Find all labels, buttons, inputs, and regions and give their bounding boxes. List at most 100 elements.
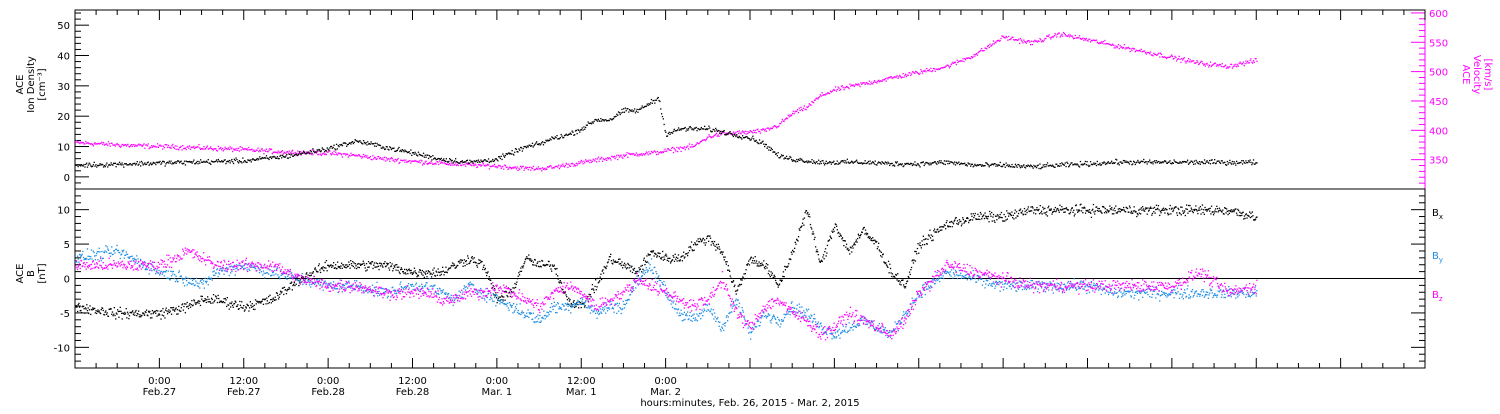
- density-series-point: [1033, 168, 1034, 169]
- density-series-point: [1015, 164, 1016, 165]
- bx-series-point: [1053, 211, 1054, 212]
- bx-series-point: [773, 277, 774, 278]
- bx-series-point: [817, 251, 818, 252]
- bx-series-point: [1115, 205, 1116, 206]
- density-series-point: [198, 161, 199, 162]
- velocity-series-point: [247, 149, 248, 150]
- velocity-series-point: [757, 129, 758, 130]
- bx-series-point: [1044, 212, 1045, 213]
- bx-series-point: [860, 234, 861, 235]
- bx-series-point: [200, 305, 201, 306]
- density-series-point: [311, 153, 312, 154]
- bx-series-point: [528, 254, 529, 255]
- bx-series-point: [979, 216, 980, 217]
- density-series-point: [165, 163, 166, 164]
- velocity-series-point: [1021, 40, 1022, 41]
- bx-series-point: [792, 250, 793, 251]
- bx-series-point: [994, 222, 995, 223]
- velocity-series-point: [696, 144, 697, 145]
- bx-series-point: [427, 273, 428, 274]
- by-series-point: [112, 254, 113, 255]
- bx-series-point: [1004, 214, 1005, 215]
- velocity-series-point: [1067, 36, 1068, 37]
- bx-series-point: [460, 262, 461, 263]
- by-series-point: [145, 269, 146, 270]
- bx-series-point: [594, 292, 595, 293]
- density-series-point: [768, 149, 769, 150]
- density-series-point: [290, 157, 291, 158]
- bx-series-point: [629, 267, 630, 268]
- density-series-point: [972, 164, 973, 165]
- density-series-point: [279, 158, 280, 159]
- velocity-series-point: [1176, 60, 1177, 61]
- bx-series-point: [656, 256, 657, 257]
- density-series-point: [1114, 162, 1115, 163]
- velocity-series-point: [581, 160, 582, 161]
- bx-series-point: [1191, 208, 1192, 209]
- bx-series-point: [450, 267, 451, 268]
- density-series-point: [627, 108, 628, 109]
- density-series-point: [938, 162, 939, 163]
- velocity-series-point: [1161, 54, 1162, 55]
- bx-series-point: [191, 304, 192, 305]
- density-series-point: [321, 150, 322, 151]
- by-series-point: [171, 275, 172, 276]
- bx-series-point: [1195, 205, 1196, 206]
- velocity-series-point: [1101, 41, 1102, 42]
- bx-series-point: [351, 265, 352, 266]
- bx-series-point: [1076, 209, 1077, 210]
- bx-series-point: [1061, 206, 1062, 207]
- bx-series-point: [125, 313, 126, 314]
- bx-series-point: [1040, 212, 1041, 213]
- bx-series-point: [1017, 216, 1018, 217]
- bx-series-point: [424, 277, 425, 278]
- bx-series-point: [807, 212, 808, 213]
- by-series-point: [219, 273, 220, 274]
- velocity-series-point: [463, 164, 464, 165]
- velocity-series-point: [1084, 38, 1085, 39]
- bx-series-point: [727, 270, 728, 271]
- bx-series-point: [667, 260, 668, 261]
- density-series-point: [647, 104, 648, 105]
- velocity-series-point: [1249, 62, 1250, 63]
- bx-series-point: [1065, 211, 1066, 212]
- bx-series-point: [779, 284, 780, 285]
- bx-series-point: [778, 287, 779, 288]
- velocity-series-point: [475, 164, 476, 165]
- bx-series-point: [1045, 212, 1046, 213]
- bx-series-point: [483, 265, 484, 266]
- bx-series-point: [680, 259, 681, 260]
- bx-series-point: [1058, 210, 1059, 211]
- bx-series-point: [951, 221, 952, 222]
- bx-series-point: [584, 306, 585, 307]
- bx-series-point: [892, 273, 893, 274]
- bx-series-point: [925, 238, 926, 239]
- bx-series-point: [961, 225, 962, 226]
- velocity-series-point: [977, 54, 978, 55]
- velocity-series-point: [1239, 62, 1240, 63]
- bx-series-point: [1246, 213, 1247, 214]
- bx-series-point: [527, 258, 528, 259]
- velocity-series-point: [1019, 43, 1020, 44]
- bx-series-point: [758, 265, 759, 266]
- velocity-series-point: [878, 80, 879, 81]
- bx-series-point: [246, 307, 247, 308]
- velocity-series-point: [615, 158, 616, 159]
- velocity-series-point: [532, 168, 533, 169]
- density-series-point: [582, 127, 583, 128]
- velocity-series-point: [277, 152, 278, 153]
- bx-series-point: [1055, 207, 1056, 208]
- velocity-series-point: [1062, 36, 1063, 37]
- bx-series-point: [393, 268, 394, 269]
- velocity-series-point: [523, 170, 524, 171]
- bx-series-point: [198, 303, 199, 304]
- bx-series-point: [355, 265, 356, 266]
- velocity-series-point: [537, 168, 538, 169]
- bx-series-point: [258, 301, 259, 302]
- velocity-series-point: [582, 161, 583, 162]
- bx-series-point: [918, 253, 919, 254]
- density-series-point: [561, 136, 562, 137]
- density-series-point: [326, 150, 327, 151]
- velocity-series-point: [190, 149, 191, 150]
- bx-series-point: [394, 265, 395, 266]
